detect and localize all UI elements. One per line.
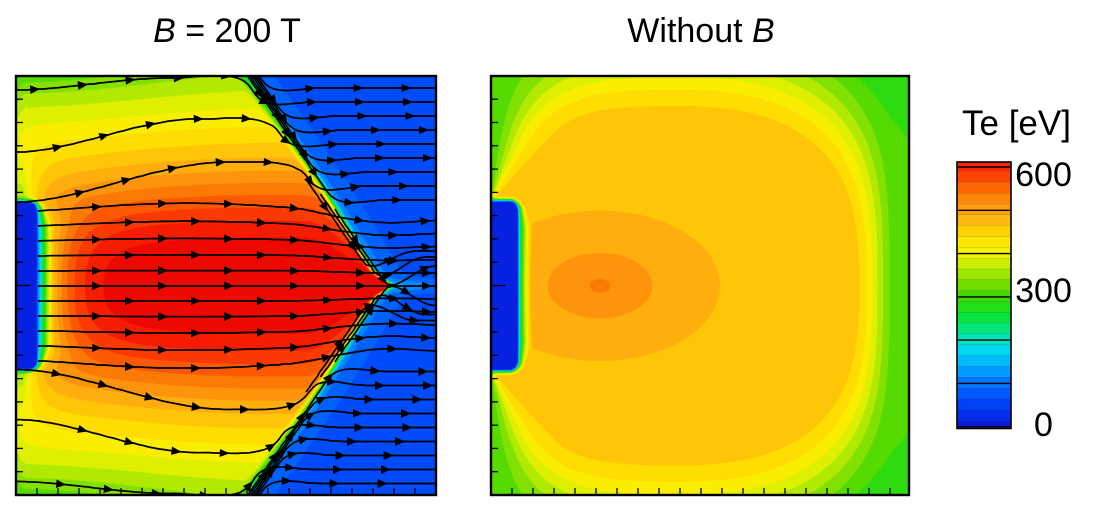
svg-text:0: 0 (1034, 406, 1053, 444)
svg-text:600: 600 (1015, 156, 1072, 194)
svg-text:B = 200 T: B = 200 T (153, 12, 301, 50)
svg-text:Te [eV]: Te [eV] (962, 104, 1071, 143)
svg-text:300: 300 (1015, 272, 1072, 310)
svg-text:Without B: Without B (627, 12, 774, 50)
